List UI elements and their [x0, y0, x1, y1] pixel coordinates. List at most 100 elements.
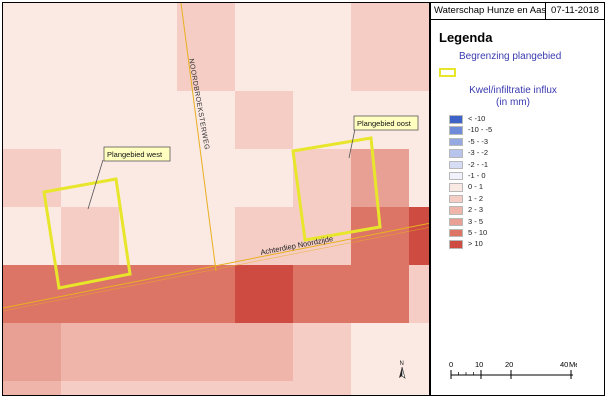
raster-cell	[351, 265, 409, 323]
raster-cell	[61, 323, 119, 381]
raster-cell	[293, 31, 351, 91]
plangebied-oost-boundary[interactable]	[291, 136, 382, 242]
label-plangebied-west: Plangebied west	[107, 150, 163, 159]
raster-cell	[293, 265, 351, 323]
raster-cell	[409, 31, 429, 91]
legend-label: -10 - -5	[468, 125, 493, 135]
achterdiep-line-2	[3, 227, 429, 312]
legend-label: 2 - 3	[468, 205, 484, 215]
legend-label: 1 - 2	[468, 193, 484, 203]
raster-cell	[351, 381, 409, 395]
raster-cell	[177, 3, 235, 31]
legend-swatch	[449, 171, 463, 181]
legend-label: 3 - 5	[468, 216, 484, 226]
achterdiep-line	[3, 222, 429, 309]
raster-cell	[3, 149, 61, 207]
map-canvas[interactable]: Plangebied west Plangebied oost NOORDBRO…	[3, 3, 430, 396]
raster-cell	[409, 323, 429, 381]
raster-cells	[3, 3, 429, 395]
raster-cell	[293, 149, 351, 207]
raster-cell	[235, 381, 293, 395]
raster-cell	[119, 31, 177, 91]
raster-cell	[61, 207, 119, 265]
raster-cell	[177, 31, 235, 91]
legend-swatch	[449, 149, 463, 158]
raster-cell	[235, 149, 293, 207]
raster-cell	[409, 265, 429, 323]
raster-cell	[177, 149, 235, 207]
raster-cell	[293, 381, 351, 395]
raster-cell	[235, 3, 293, 31]
raster-cell	[61, 91, 119, 149]
scale-tick-40: 40	[560, 360, 568, 369]
raster-cell	[3, 381, 61, 395]
influx-title-line1: Kwel/infiltratie influx	[469, 85, 557, 96]
raster-cell	[177, 91, 235, 149]
raster-cell	[351, 31, 409, 91]
raster-cell	[177, 323, 235, 381]
raster-cell	[177, 207, 235, 265]
road-noordbroeksterweg-line	[180, 3, 217, 272]
organization-name: Waterschap Hunze en Aas	[431, 3, 546, 20]
raster-cell	[293, 323, 351, 381]
raster-cell	[235, 323, 293, 381]
boundary-legend-label: Begrenzing plangebied	[459, 51, 562, 62]
legend-swatch	[449, 115, 463, 124]
legend-title: Legenda	[439, 30, 493, 45]
influx-legend-title: Kwel/infiltratie influx (in mm)	[453, 85, 573, 109]
legend-label: 5 - 10	[468, 227, 488, 237]
raster-cell	[235, 91, 293, 149]
raster-cell	[177, 265, 235, 323]
raster-cell	[119, 91, 177, 149]
raster-cell	[351, 3, 409, 31]
raster-cell	[119, 3, 177, 31]
legend-swatch	[449, 126, 463, 135]
north-letter: N	[400, 361, 404, 367]
legend-swatch	[449, 137, 463, 147]
plangebied-west-boundary[interactable]	[42, 177, 132, 290]
raster-cell	[409, 91, 429, 149]
boundary-legend-swatch	[439, 68, 456, 77]
legend-label: -3 - -2	[468, 148, 489, 158]
legend-swatch	[449, 160, 463, 170]
map-frame[interactable]: Plangebied west Plangebied oost NOORDBRO…	[2, 2, 430, 396]
scale-tick-0: 0	[449, 360, 453, 369]
legend-label: -1 - 0	[468, 170, 486, 180]
raster-cell	[61, 381, 119, 395]
raster-cell	[293, 91, 351, 149]
scale-tick-10: 10	[475, 360, 483, 369]
raster-cell	[177, 381, 235, 395]
map-date: 07-11-2018	[546, 3, 604, 20]
callout-leader-west	[87, 159, 104, 210]
legend-swatch	[449, 228, 463, 238]
raster-cell	[61, 31, 119, 91]
raster-cell	[235, 265, 293, 323]
raster-cell	[235, 207, 293, 265]
influx-title-line2: (in mm)	[496, 97, 530, 108]
legend-swatch	[449, 194, 463, 204]
raster-cell	[3, 323, 61, 381]
raster-cell	[409, 207, 429, 265]
north-arrow-icon: N	[399, 361, 406, 379]
scale-unit: Meters	[569, 360, 577, 369]
raster-cell	[3, 265, 61, 323]
raster-cell	[61, 3, 119, 31]
callout-leader-oost	[348, 128, 356, 159]
callout-box-west	[103, 146, 171, 162]
legend-label: -5 - -3	[468, 136, 489, 146]
legend-panel: Waterschap Hunze en Aas 07-11-2018 Legen…	[430, 2, 605, 396]
legend-swatch	[449, 183, 463, 192]
raster-cell	[409, 3, 429, 31]
raster-cell	[119, 381, 177, 395]
raster-cell	[235, 31, 293, 91]
raster-cell	[119, 323, 177, 381]
legend-swatch	[449, 240, 463, 249]
raster-cell	[293, 3, 351, 31]
raster-cell	[3, 91, 61, 149]
raster-cell	[351, 149, 409, 207]
legend-label: < -10	[468, 114, 486, 123]
callout-box-oost	[353, 115, 419, 131]
legend-label: -2 - -1	[468, 159, 489, 169]
raster-cell	[3, 31, 61, 91]
raster-cell	[351, 323, 409, 381]
